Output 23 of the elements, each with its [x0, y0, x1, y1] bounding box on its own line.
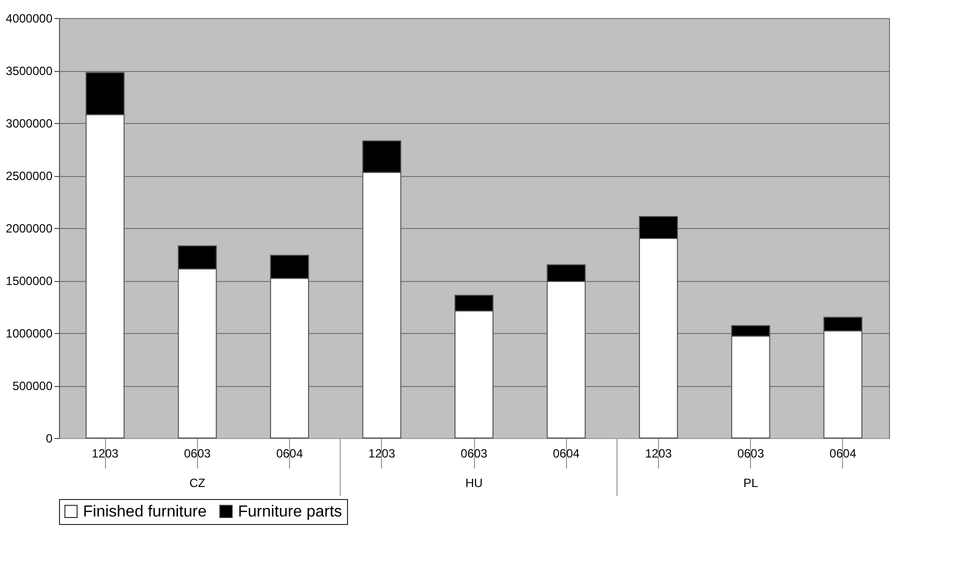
y-tick-label: 2000000: [6, 222, 53, 236]
x-tick-label: 1203: [645, 446, 672, 460]
text: PL: [743, 476, 758, 490]
x-tick-label: 0604: [552, 446, 580, 460]
y-tick-label: 500000: [12, 379, 53, 393]
legend-label: Finished furniture: [83, 503, 207, 520]
x-tick-label: 1203: [92, 446, 119, 460]
x-tick-label: 0603: [184, 446, 212, 460]
y-tick-label: 1000000: [6, 326, 53, 340]
y-tick-label: 0: [46, 432, 53, 446]
y-tick-label: 3000000: [6, 116, 53, 130]
text: CZ: [189, 476, 206, 490]
x-tick-label: 0604: [276, 446, 304, 460]
y-tick-label: 4000000: [6, 12, 53, 26]
y-tick-label: 2500000: [6, 169, 53, 183]
x-tick-label: 0604: [830, 446, 857, 460]
y-tick-label: 1500000: [6, 274, 53, 288]
x-tick-label: 1203: [368, 446, 396, 460]
x-tick-label: 0603: [737, 446, 764, 460]
y-tick-label: 3500000: [6, 64, 53, 78]
legend-label: Furniture parts: [238, 503, 342, 520]
text: HU: [465, 476, 483, 490]
x-tick-label: 0603: [460, 446, 488, 460]
